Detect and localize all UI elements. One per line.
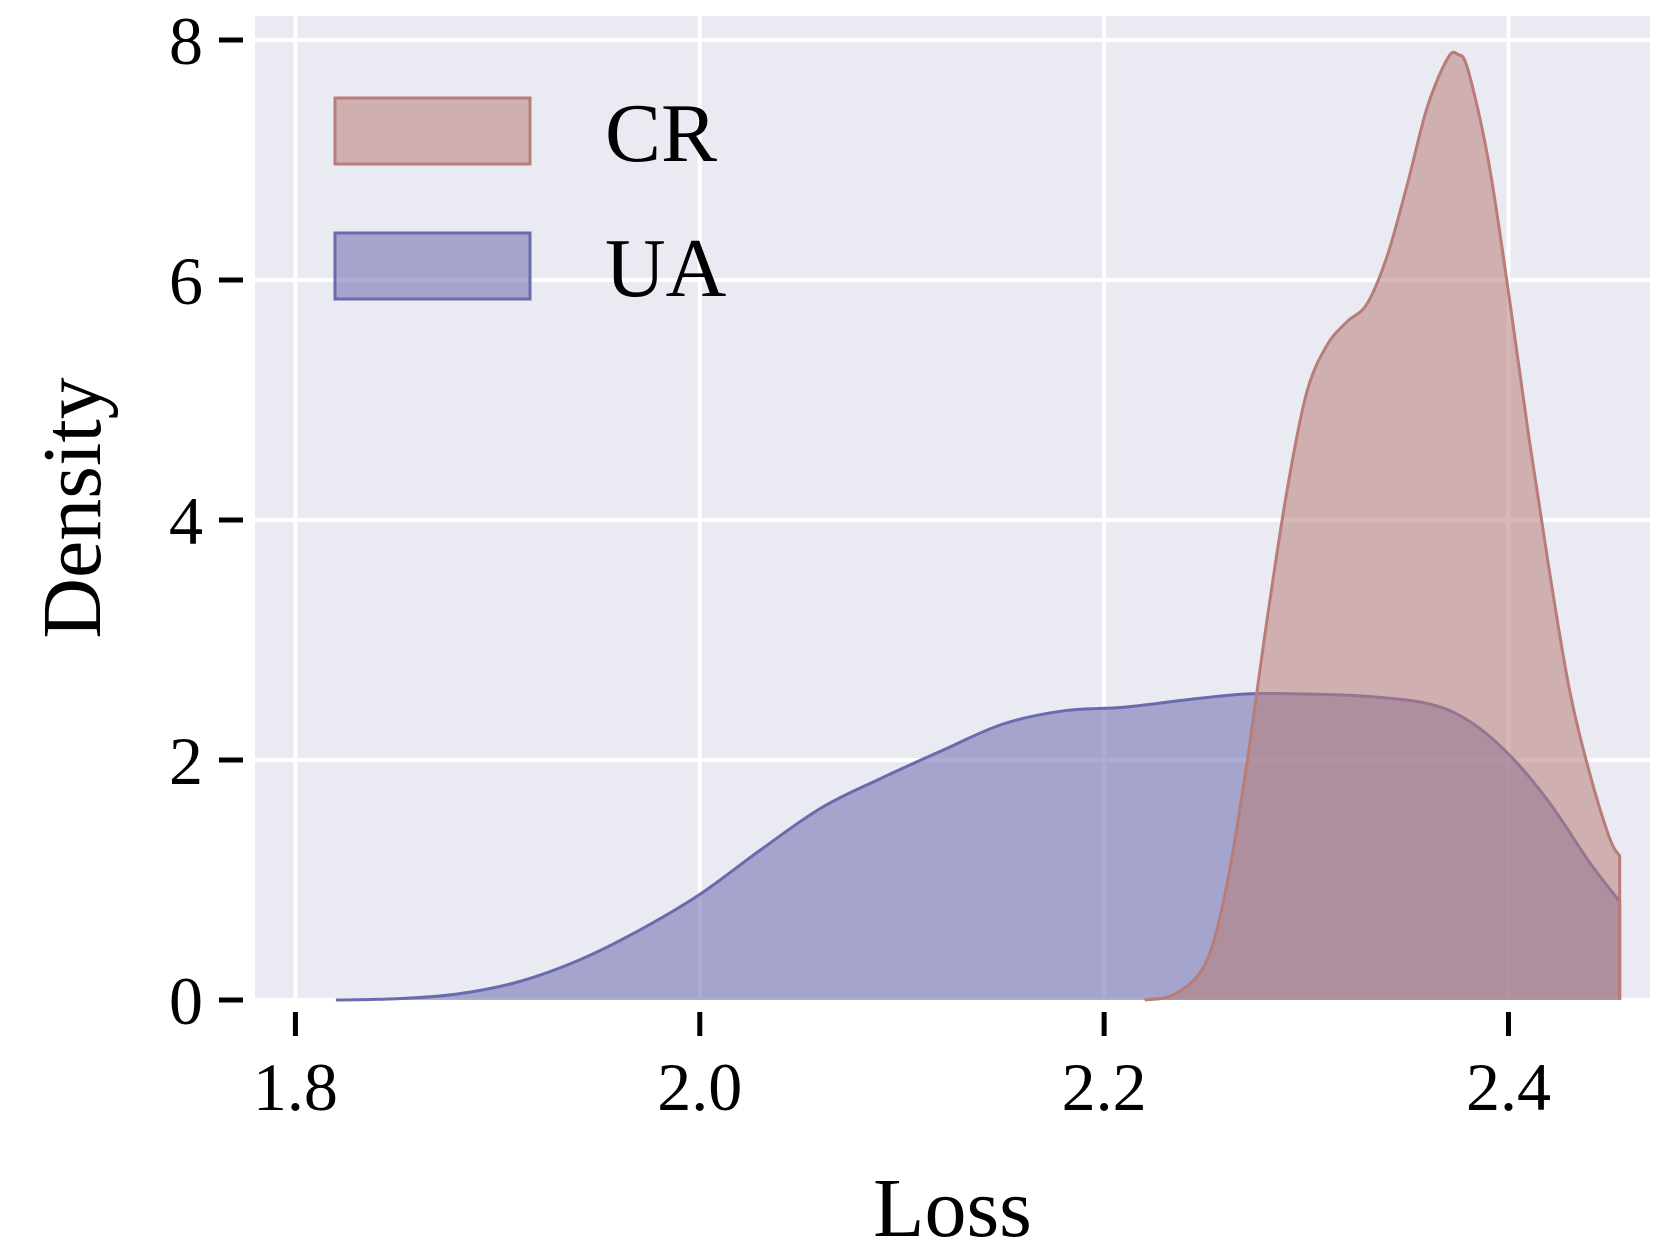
y-tick-label: 6 — [169, 243, 203, 319]
x-tick-label: 1.8 — [253, 1049, 338, 1125]
legend-label-ua: UA — [605, 222, 727, 315]
series-layer — [335, 50, 1622, 1002]
legend-swatch-cr — [333, 96, 532, 166]
y-tick-label: 0 — [169, 963, 203, 1039]
x-tick-label: 2.4 — [1466, 1049, 1551, 1125]
x-tick-label: 2.2 — [1062, 1049, 1147, 1125]
x-axis-label: Loss — [873, 1162, 1032, 1246]
legend-label-cr: CR — [605, 87, 717, 180]
legend-swatch-ua — [333, 231, 532, 301]
series-area-cr — [1144, 52, 1620, 1000]
x-tick-label: 2.0 — [657, 1049, 742, 1125]
y-tick-label: 2 — [169, 723, 203, 799]
y-axis-label: Density — [26, 377, 119, 638]
legend: CR UA — [333, 87, 727, 315]
series-line-cr — [1144, 50, 1622, 1002]
y-tick-label: 8 — [169, 3, 203, 79]
axis-ticks: 1.8 2.0 2.2 2.4 0 2 4 6 8 — [169, 3, 1551, 1125]
y-tick-label: 4 — [169, 483, 203, 559]
